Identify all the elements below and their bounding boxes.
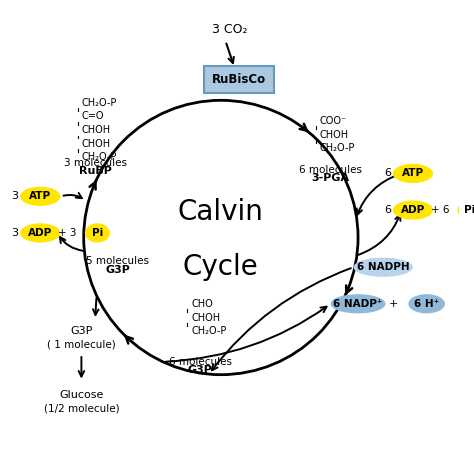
Text: COO⁻: COO⁻ bbox=[319, 116, 346, 126]
Text: 3: 3 bbox=[11, 228, 18, 238]
Text: 6 molecules: 6 molecules bbox=[299, 165, 362, 175]
Ellipse shape bbox=[330, 294, 385, 314]
Ellipse shape bbox=[20, 187, 60, 206]
Text: 6 NADPH: 6 NADPH bbox=[357, 262, 410, 272]
Text: CH₂O-P: CH₂O-P bbox=[191, 326, 227, 336]
Text: 3 molecules: 3 molecules bbox=[64, 158, 127, 168]
Text: G3P: G3P bbox=[106, 265, 130, 275]
Ellipse shape bbox=[354, 257, 413, 277]
Text: (1/2 molecule): (1/2 molecule) bbox=[44, 403, 119, 413]
Text: CHOH: CHOH bbox=[319, 130, 348, 140]
Text: 6: 6 bbox=[384, 169, 391, 179]
Text: 3: 3 bbox=[11, 191, 18, 201]
Text: CH₂O-P: CH₂O-P bbox=[82, 152, 117, 162]
Text: CHOH: CHOH bbox=[191, 313, 220, 323]
Text: C=O: C=O bbox=[82, 111, 104, 121]
Ellipse shape bbox=[457, 200, 474, 219]
FancyBboxPatch shape bbox=[204, 66, 274, 94]
Ellipse shape bbox=[393, 164, 433, 183]
Text: 6 molecules: 6 molecules bbox=[169, 357, 232, 367]
Text: Glucose: Glucose bbox=[59, 390, 104, 400]
Ellipse shape bbox=[393, 200, 433, 219]
Text: ATP: ATP bbox=[29, 191, 51, 201]
Text: CHOH: CHOH bbox=[82, 125, 110, 135]
Text: CHO: CHO bbox=[191, 299, 213, 309]
Text: 6 NADP⁺: 6 NADP⁺ bbox=[333, 299, 383, 309]
Ellipse shape bbox=[408, 294, 445, 314]
Text: ( 1 molecule): ( 1 molecule) bbox=[47, 339, 116, 349]
Text: CHOH: CHOH bbox=[82, 139, 110, 149]
Text: ADP: ADP bbox=[28, 228, 53, 238]
Text: CH₂O-P: CH₂O-P bbox=[82, 97, 117, 108]
Text: G3P: G3P bbox=[70, 326, 92, 336]
Text: 5 molecules: 5 molecules bbox=[86, 256, 149, 266]
Text: ADP: ADP bbox=[401, 205, 425, 215]
Text: + 6: + 6 bbox=[431, 205, 450, 215]
Text: +: + bbox=[389, 299, 399, 309]
Text: Pi: Pi bbox=[465, 205, 474, 215]
Ellipse shape bbox=[20, 223, 60, 243]
Text: Cycle: Cycle bbox=[183, 253, 259, 281]
Ellipse shape bbox=[85, 223, 110, 243]
Text: RuBisCo: RuBisCo bbox=[212, 73, 266, 86]
Text: G3P: G3P bbox=[188, 365, 213, 375]
Text: CH₂O-P: CH₂O-P bbox=[319, 143, 355, 153]
Text: 6 H⁺: 6 H⁺ bbox=[414, 299, 439, 309]
Text: 3 CO₂: 3 CO₂ bbox=[212, 23, 248, 36]
Text: Pi: Pi bbox=[92, 228, 103, 238]
Text: 6: 6 bbox=[384, 205, 391, 215]
Text: RuBP: RuBP bbox=[79, 166, 111, 176]
Text: + 3: + 3 bbox=[58, 228, 77, 238]
Text: 3-PGA: 3-PGA bbox=[311, 173, 350, 183]
Text: ATP: ATP bbox=[402, 169, 424, 179]
Text: Calvin: Calvin bbox=[178, 199, 264, 227]
